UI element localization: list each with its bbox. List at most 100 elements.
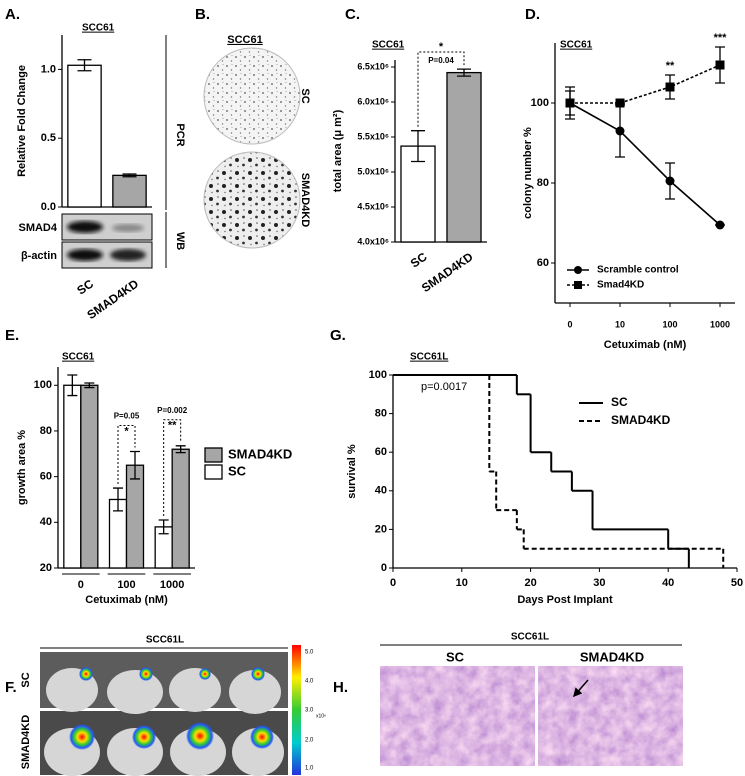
y-axis-label: survival % [346, 444, 358, 499]
y-tick-label: 5.0x10⁶ [357, 166, 389, 176]
significance: * [124, 425, 129, 437]
chart-title: SCC61 [372, 40, 405, 51]
y-tick-label: 20 [40, 562, 52, 574]
p-value: P=0.04 [428, 56, 454, 65]
x-tick-label: 40 [662, 577, 674, 589]
marker [615, 98, 625, 108]
y-tick-label: 60 [375, 446, 387, 458]
bar [63, 384, 82, 569]
x-tick-label: 20 [524, 577, 536, 589]
scale-tick: 1.0 [305, 766, 314, 772]
marker [615, 126, 625, 136]
y-tick-label: 5.5x10⁶ [357, 131, 389, 141]
x-tick-label: SC [74, 276, 96, 297]
p-value: p=0.0017 [421, 381, 467, 393]
legend-label: SC [228, 463, 247, 478]
y-tick-label: 100 [369, 369, 387, 381]
panel-title: SCC61 [227, 34, 262, 46]
x-tick-label: 1000 [710, 319, 730, 329]
panel-label: H. [333, 679, 348, 696]
y-tick-label: 100 [34, 379, 52, 391]
chart-title: SCC61 [82, 23, 115, 34]
y-tick-label: 1.0 [41, 63, 56, 75]
legend-label: SMAD4KD [611, 413, 671, 427]
x-tick-label: 100 [662, 319, 677, 329]
panel-title: SCC61L [511, 632, 549, 643]
y-axis-label: total area (μ m²) [332, 109, 344, 192]
error-bar [122, 173, 137, 178]
error-bar [84, 382, 95, 389]
histology-panel: H. SCC61L SC SMAD4KD [333, 632, 683, 766]
x-tick-label: SMAD4KD [419, 249, 476, 295]
y-tick-label: 80 [537, 177, 549, 189]
y-axis-label: colony number % [522, 127, 534, 219]
y-axis-label: Relative Fold Change [16, 65, 28, 177]
row-label: SMAD4KD [299, 173, 311, 227]
error-bar [175, 445, 186, 454]
legend-label: SMAD4KD [228, 446, 292, 461]
x-axis-label: Days Post Implant [517, 594, 613, 606]
y-tick-label: 0.5 [41, 132, 56, 144]
error-bar [67, 374, 78, 397]
bar [446, 71, 482, 243]
significance: *** [714, 32, 728, 44]
significance-bracket [163, 419, 182, 517]
error-bar [77, 59, 92, 72]
x-tick-label: 0 [78, 579, 84, 591]
y-tick-label: 100 [531, 97, 549, 109]
x-tick-label: 10 [456, 577, 468, 589]
x-tick-label: SMAD4KD [84, 276, 141, 322]
x-axis-label: Cetuximab (nM) [85, 594, 168, 606]
y-tick-label: 4.5x10⁶ [357, 201, 389, 211]
marker [715, 60, 725, 70]
marker [565, 98, 575, 108]
significance-bracket [117, 425, 136, 485]
x-tick-label: 30 [593, 577, 605, 589]
blot-row-label: β-actin [21, 250, 57, 262]
chart-title: SCC61 [560, 40, 593, 51]
scale-tick: 4.0 [305, 679, 314, 685]
significance: ** [168, 420, 177, 432]
panel-label: C. [345, 6, 360, 23]
marker [715, 220, 725, 230]
x-tick-label: SC [408, 249, 430, 270]
y-tick-label: 40 [40, 516, 52, 528]
x-tick-label: 1000 [160, 579, 184, 591]
legend-marker [574, 281, 582, 289]
x-axis-label: Cetuximab (nM) [604, 339, 687, 351]
western-blot: SMAD4 β-actin WB [18, 212, 186, 269]
scale-tick: 5.0 [305, 650, 314, 656]
x-tick-label: 100 [117, 579, 135, 591]
imaging-panel: F. SCC61L SC SMAD4KD 5.0 4.0 3.0 2.0 1.0… [5, 635, 326, 776]
legend-label: SC [611, 395, 628, 409]
chart-title: SCC61L [410, 352, 448, 363]
side-label: PCR [174, 123, 186, 146]
panel-title: SCC61L [146, 635, 184, 646]
row-label: SC [20, 672, 32, 687]
error-bar [113, 487, 123, 512]
legend-label: Scramble control [597, 265, 679, 276]
scale-unit: x10⁶ [316, 713, 326, 719]
p-value: P=0.05 [114, 412, 140, 421]
y-tick-label: 20 [375, 523, 387, 535]
error-bar [158, 519, 169, 535]
x-tick-label: 50 [731, 577, 743, 589]
y-tick-label: 0.0 [41, 201, 56, 213]
marker [665, 82, 675, 92]
y-tick-label: 60 [40, 471, 52, 483]
significance: ** [666, 60, 675, 72]
blot-label: WB [174, 232, 186, 250]
colony-plate [203, 151, 301, 249]
y-tick-label: 4.0x10⁶ [357, 236, 389, 246]
legend-label: Smad4KD [597, 280, 644, 291]
bar [67, 64, 102, 208]
bar [80, 384, 99, 569]
y-tick-label: 6.5x10⁶ [357, 61, 389, 71]
column-label: SC [446, 649, 465, 664]
marker [665, 176, 675, 186]
legend-marker [574, 266, 582, 274]
significance: * [439, 41, 444, 53]
error-bar [130, 450, 140, 480]
y-tick-label: 80 [40, 425, 52, 437]
